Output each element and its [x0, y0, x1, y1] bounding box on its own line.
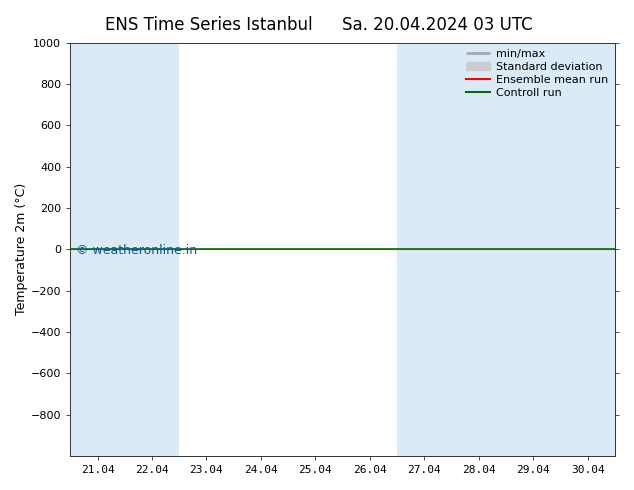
Bar	[70, 43, 179, 456]
Text: Sa. 20.04.2024 03 UTC: Sa. 20.04.2024 03 UTC	[342, 16, 533, 34]
Legend: min/max, Standard deviation, Ensemble mean run, Controll run: min/max, Standard deviation, Ensemble me…	[462, 45, 612, 102]
Bar	[397, 43, 506, 456]
Bar	[506, 43, 615, 456]
Text: ENS Time Series Istanbul: ENS Time Series Istanbul	[105, 16, 313, 34]
Y-axis label: Temperature 2m (°C): Temperature 2m (°C)	[15, 183, 28, 316]
Text: © weatheronline.in: © weatheronline.in	[75, 244, 197, 257]
